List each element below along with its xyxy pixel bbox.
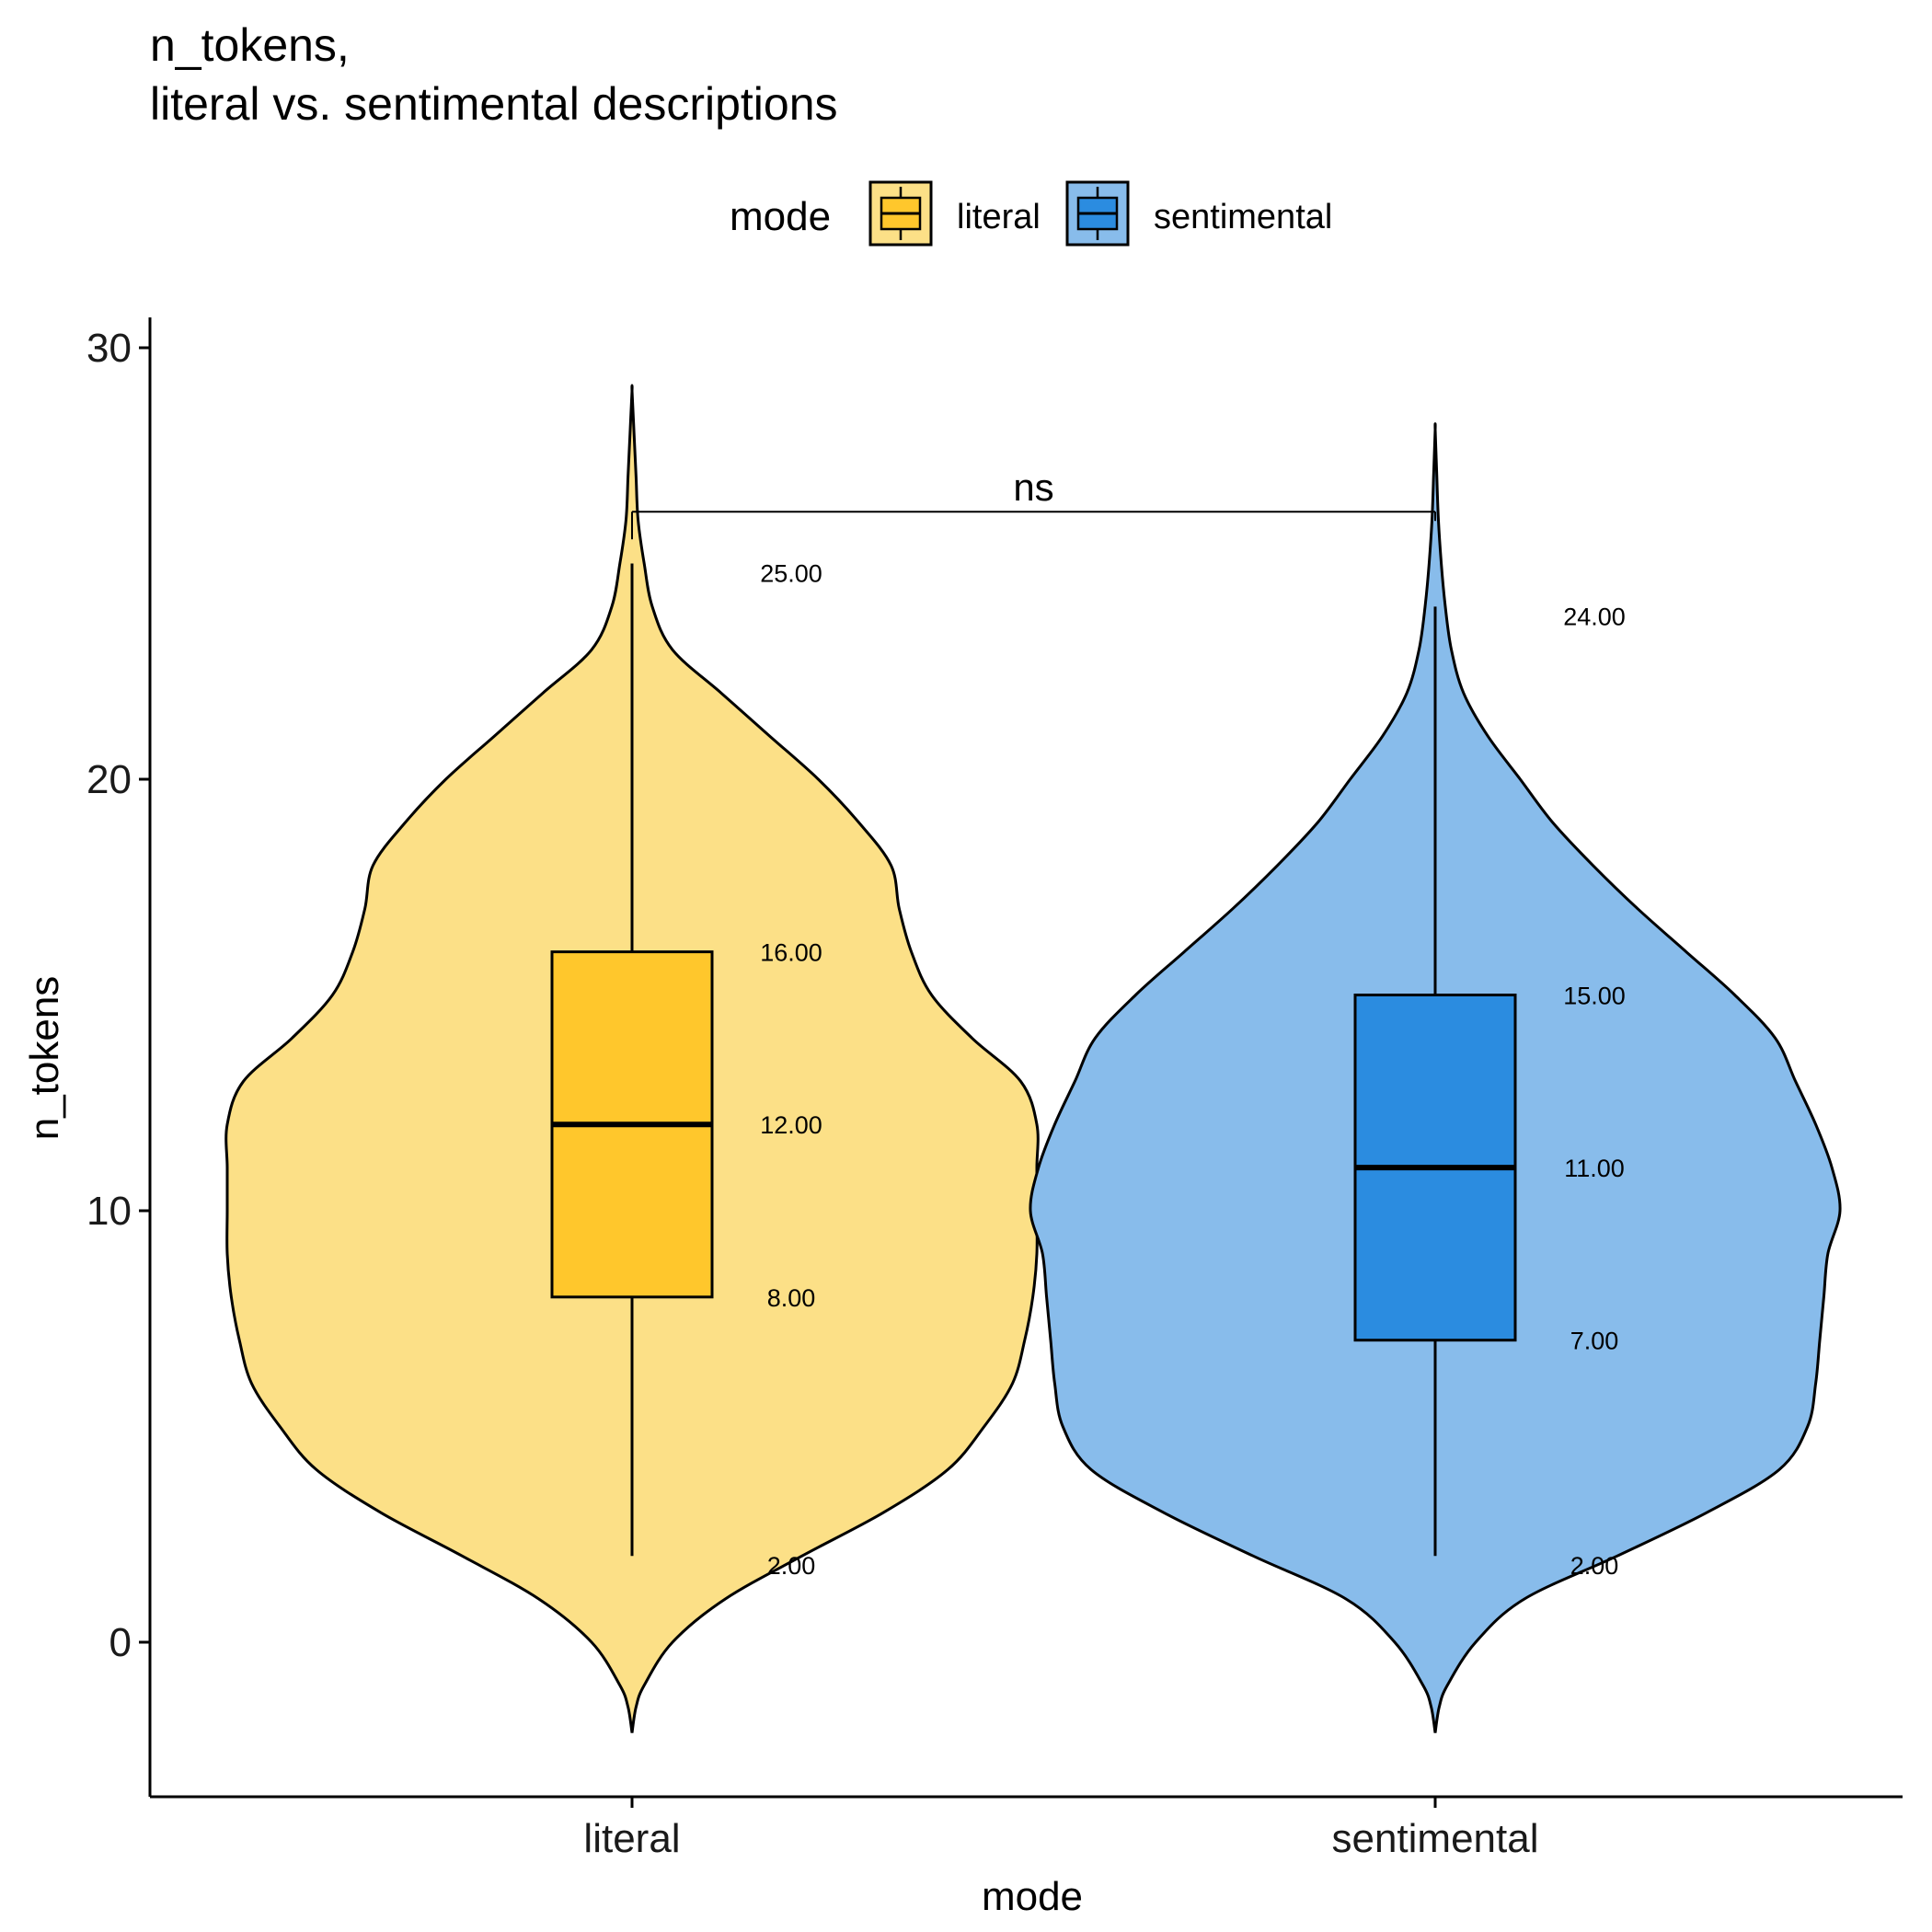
legend: mode literal sentimental [730, 180, 1332, 247]
plot-area: 25.00 16.00 12.00 8.00 2.00 24.00 15.00 11.00 7.… [224, 384, 1842, 1733]
stat-label-max-sentimental: 24.00 [1563, 603, 1626, 630]
chart-title-line-1: n_tokens, [150, 19, 350, 71]
legend-label-literal: literal [957, 198, 1041, 236]
stat-label-q1-sentimental: 7.00 [1570, 1328, 1619, 1355]
stat-label-min-sentimental: 2.00 [1570, 1552, 1619, 1580]
legend-title: mode [730, 194, 831, 239]
x-tick-label-literal: literal [583, 1816, 680, 1861]
x-axis-title: mode [982, 1874, 1083, 1919]
x-axis-ticks: literal sentimental [583, 1797, 1539, 1861]
y-axis-title: n_tokens [22, 976, 67, 1141]
y-tick-label: 30 [86, 326, 132, 371]
stat-label-min-literal: 2.00 [767, 1552, 816, 1580]
stat-label-q1-literal: 8.00 [767, 1284, 816, 1312]
chart-title-line-2: literal vs. sentimental descriptions [150, 78, 838, 130]
stat-label-median-sentimental: 11.00 [1564, 1155, 1625, 1182]
stat-label-q3-sentimental: 15.00 [1563, 983, 1626, 1010]
legend-key-literal [868, 180, 933, 247]
legend-key-sentimental [1065, 180, 1130, 247]
stat-label-median-literal: 12.00 [760, 1111, 822, 1139]
y-tick-label: 0 [109, 1620, 132, 1665]
y-tick-label: 20 [86, 757, 132, 802]
y-tick-label: 10 [86, 1189, 132, 1234]
x-tick-label-sentimental: sentimental [1331, 1816, 1538, 1861]
legend-label-sentimental: sentimental [1154, 198, 1332, 236]
significance-label: ns [1013, 466, 1053, 509]
stat-label-q3-literal: 16.00 [760, 939, 822, 967]
y-axis-ticks: 0 10 20 30 [86, 326, 150, 1665]
stat-label-max-literal: 25.00 [760, 560, 822, 588]
